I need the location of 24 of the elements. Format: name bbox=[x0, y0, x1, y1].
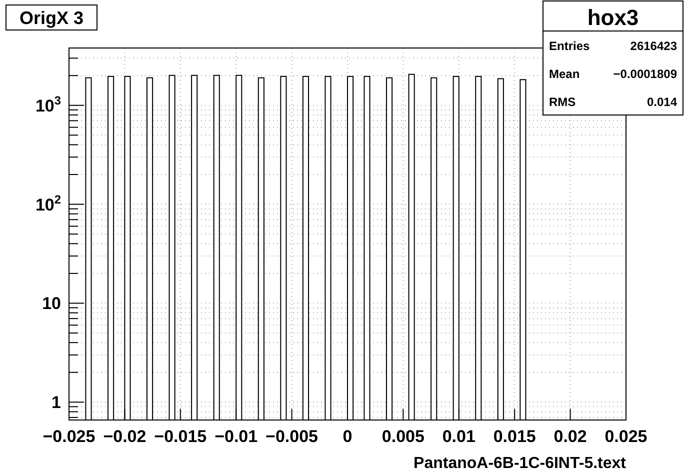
y-tick-label: 10 bbox=[42, 294, 61, 314]
x-axis-title: PantanoA-6B-1C-6INT-5.text bbox=[414, 455, 627, 472]
chart-title: OrigX 3 bbox=[19, 8, 84, 28]
y-tick-label: 10$^{2}$ bbox=[35, 192, 62, 214]
x-tick-label: −0.005 bbox=[266, 427, 318, 446]
x-tick-label: −0.025 bbox=[42, 427, 96, 446]
annotation: RMS bbox=[549, 95, 576, 109]
x-tick-label: −0.02 bbox=[103, 427, 146, 446]
x-tick-label: 0.005 bbox=[382, 427, 424, 446]
y-tick-label: 10$^{3}$ bbox=[35, 93, 62, 116]
x-tick-label: 0.01 bbox=[442, 427, 476, 446]
x-tick-label: −0.015 bbox=[154, 427, 207, 446]
text: 2616423 bbox=[630, 39, 678, 53]
x-tick-label: 0 bbox=[342, 427, 352, 446]
x-tick-label: 0.02 bbox=[554, 427, 587, 446]
x-tick-label: −0.01 bbox=[214, 427, 258, 446]
text: 0.014 bbox=[646, 95, 678, 109]
x-tick-label: 0.015 bbox=[493, 427, 536, 446]
x-tick-label: 0.025 bbox=[604, 427, 648, 446]
annotation: Entries bbox=[549, 39, 590, 53]
annotation: −0.0001809 bbox=[613, 67, 678, 81]
text: hox3 bbox=[587, 5, 639, 30]
y-tick-label: 1 bbox=[52, 393, 61, 412]
annotation: Mean bbox=[549, 67, 580, 81]
